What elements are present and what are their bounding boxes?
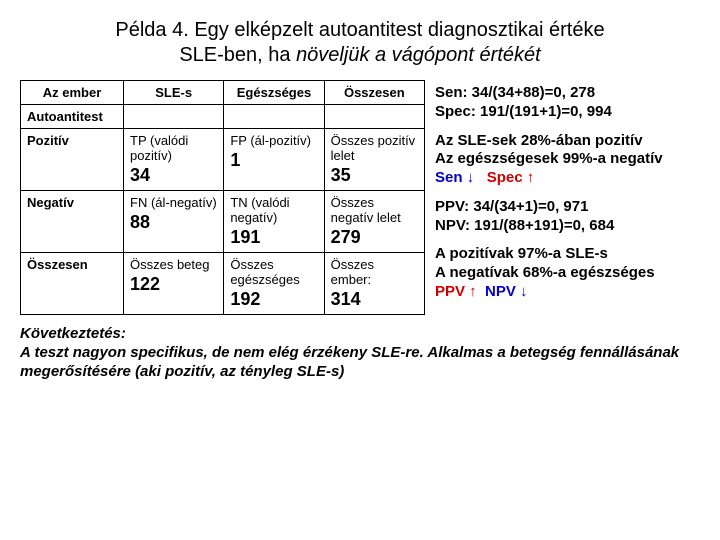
cell-num: 122 [130,274,217,295]
slide-title: Példa 4. Egy elképzelt autoantitest diag… [20,18,700,68]
cell-text: Összes egészséges [230,257,299,287]
table-row: Összesen Összes beteg 122 Összes egészség… [21,253,425,315]
confusion-table: Az ember SLE-s Egészséges Összesen Autoa… [20,80,425,315]
row-label: Pozitív [21,129,124,191]
cell-num: 34 [130,165,217,186]
cell-text: FN (ál-negatív) [130,195,217,210]
cell-text: Összes ember: [331,257,374,287]
cell-text: TN (valódi negatív) [230,195,289,225]
note-line: Az SLE-sek 28%-ában pozitív [435,132,643,149]
conclusion: Következtetés: A teszt nagyon specifikus… [20,325,700,381]
sen-arrow: Sen ↓ [435,169,474,186]
col-header-1: SLE-s [124,81,224,105]
cell-text: Összes negatív lelet [331,195,401,225]
spec-arrow: Spec ↑ [487,169,535,186]
note-line: A negatívak 68%-a egészséges [435,264,655,281]
cell-num: 192 [230,289,317,310]
npv-arrow: NPV ↓ [485,283,528,300]
ppv-arrow: PPV ↑ [435,283,477,300]
note-line: Az egészségesek 99%-a negatív [435,150,663,167]
row-label: Összesen [21,253,124,315]
npv-line: NPV: 191/(88+191)=0, 684 [435,217,614,234]
cell-num: 35 [331,165,418,186]
cell-num: 191 [230,227,317,248]
row-section-label: Autoantitest [21,105,124,129]
row-label: Negatív [21,191,124,253]
table-row: Negatív FN (ál-negatív) 88 TN (valódi neg… [21,191,425,253]
conclusion-text: A teszt nagyon specifikus, de nem elég é… [20,344,679,380]
cell-text: FP (ál-pozitív) [230,133,311,148]
note-line: A pozitívak 97%-a SLE-s [435,245,608,262]
spec-line: Spec: 191/(191+1)=0, 994 [435,103,612,120]
cell-num: 279 [331,227,418,248]
title-line2a: SLE-ben, ha [179,44,296,66]
title-line1: Példa 4. Egy elképzelt autoantitest diag… [115,19,604,41]
cell-text: Összes pozitív lelet [331,133,416,163]
cell-num: 88 [130,212,217,233]
title-line2b: növeljük a vágópont értékét [296,44,541,66]
table-row: Pozitív TP (valódi pozitív)34 FP (ál-poz… [21,129,425,191]
content-row: Az ember SLE-s Egészséges Összesen Autoa… [20,80,700,315]
side-notes: Sen: 34/(34+88)=0, 278 Spec: 191/(191+1)… [435,80,700,315]
cell-num: 1 [230,150,317,171]
conclusion-label: Következtetés: [20,325,126,342]
cell-text: TP (valódi pozitív) [130,133,188,163]
col-header-3: Összesen [324,81,424,105]
col-header-0: Az ember [21,81,124,105]
ppv-line: PPV: 34/(34+1)=0, 971 [435,198,588,215]
cell-text: Összes beteg [130,257,210,272]
sen-line: Sen: 34/(34+88)=0, 278 [435,84,595,101]
cell-num: 314 [331,289,418,310]
col-header-2: Egészséges [224,81,324,105]
